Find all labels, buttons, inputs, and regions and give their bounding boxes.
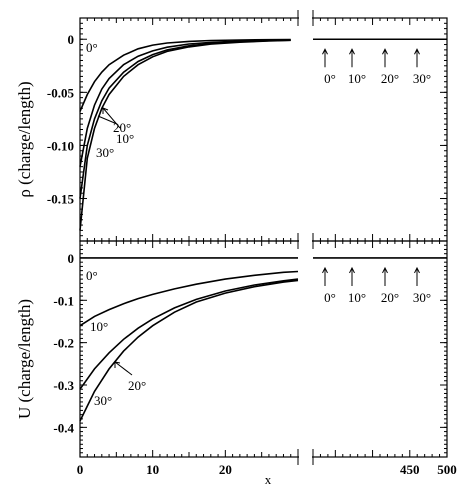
series-curve-30deg	[79, 39, 291, 231]
series-curve-30deg	[79, 279, 299, 422]
x-tick-label: 0	[77, 462, 84, 477]
right-series-label: 20°	[381, 71, 399, 86]
series-label-20deg: 20°	[113, 120, 131, 135]
series-arrow	[114, 361, 133, 376]
series-label-30deg: 30°	[96, 145, 114, 160]
series-curve-10deg	[79, 270, 299, 327]
y-tick-label: -0.10	[47, 138, 74, 153]
series-arrow-head	[102, 107, 109, 114]
y-tick-label: -0.2	[53, 336, 74, 351]
x-tick-label: 20	[219, 462, 232, 477]
series-arrow	[102, 107, 121, 129]
x-tick-label: 450	[400, 462, 420, 477]
y-tick-label: -0.05	[47, 85, 75, 100]
right-arrow-head	[382, 48, 388, 55]
right-arrow-head	[414, 48, 420, 55]
y-tick-label: 0	[68, 251, 75, 266]
right-arrow-head	[349, 266, 355, 274]
y-axis-title: U (charge/length)	[15, 299, 34, 419]
y-tick-label: -0.15	[47, 192, 75, 207]
series-label-10deg: 10°	[90, 319, 108, 334]
y-tick-label: -0.4	[53, 420, 74, 435]
x-axis-title: x	[265, 472, 272, 487]
chart-labels: 0-0.05-0.10-0.150° 10° 20° 30°ρ (charge/len…	[15, 32, 457, 487]
right-arrow-head	[382, 266, 388, 274]
series-arrow	[97, 115, 118, 125]
axes-ticks	[79, 17, 448, 457]
x-tick-label: 10	[146, 462, 159, 477]
right-series-label: 10°	[348, 290, 366, 305]
right-arrow-head	[322, 266, 328, 274]
axis-break-gap	[299, 16, 312, 243]
right-series-label: 0°	[324, 290, 336, 305]
panel-frame	[79, 17, 448, 242]
axis-break-gap	[299, 239, 312, 459]
right-series-label: 10°	[348, 71, 366, 86]
series-arrow-head	[114, 361, 121, 368]
series-label-30deg: 30°	[94, 393, 112, 408]
right-series-label: 0°	[324, 71, 336, 86]
y-tick-label: 0	[68, 32, 75, 47]
y-tick-label: -0.1	[53, 293, 74, 308]
series-curve-20deg	[79, 278, 299, 390]
right-arrow-head	[322, 48, 328, 55]
series-label-0deg: 0°	[86, 268, 98, 283]
right-series-label: 20°	[381, 290, 399, 305]
series-label-10deg: 10°	[116, 131, 134, 146]
series-label-20deg: 20°	[128, 378, 146, 393]
x-tick-label: 500	[437, 462, 457, 477]
right-series-label: 30°	[413, 290, 431, 305]
right-series-label: 30°	[413, 71, 431, 86]
panel-frame	[79, 240, 448, 458]
y-axis-title: ρ (charge/length)	[15, 81, 34, 197]
right-arrow-head	[349, 48, 355, 55]
series-label-0deg: 0°	[86, 40, 98, 55]
y-tick-label: -0.3	[53, 378, 74, 393]
chart-curves	[79, 38, 447, 422]
series-curve-0deg	[79, 38, 291, 112]
right-arrow-head	[414, 266, 420, 274]
